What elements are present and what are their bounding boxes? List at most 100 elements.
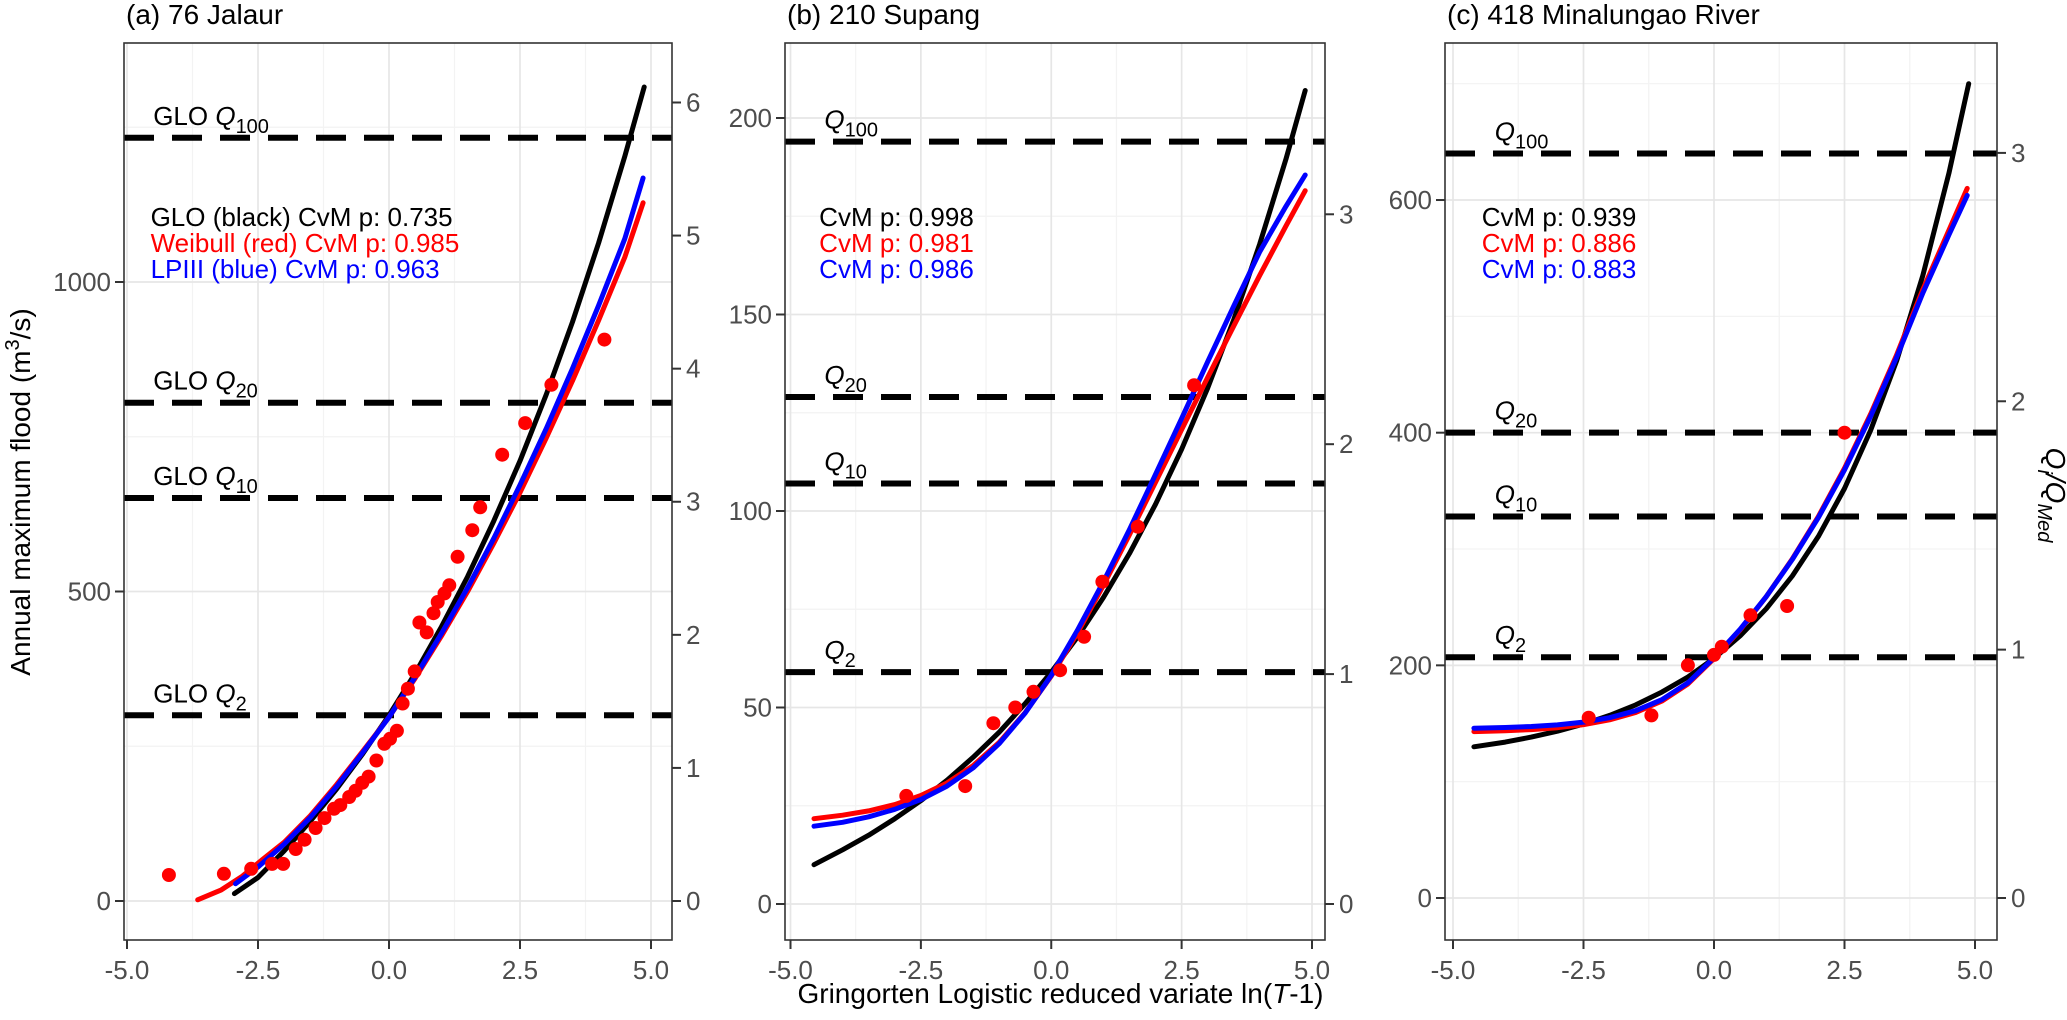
data-point — [216, 866, 231, 881]
panel-border — [1444, 42, 1998, 941]
data-point — [1644, 708, 1659, 723]
cvm-annotation: CvM p: 0.986 — [819, 254, 974, 284]
return-level-label-q100: Q100 — [824, 105, 878, 142]
data-point — [958, 779, 973, 794]
curve-glo — [231, 84, 647, 897]
ratio-tick-label: 1 — [686, 753, 700, 783]
data-point — [395, 696, 410, 711]
y-tick-label: 200 — [1389, 650, 1432, 680]
panel-title-c: (c) 418 Minalungao River — [1447, 0, 1760, 30]
data-point — [1053, 663, 1068, 678]
data-point — [407, 664, 422, 679]
return-level-label-q10: Q10 — [1495, 479, 1537, 516]
data-point — [473, 500, 488, 515]
cvm-annotation: Weibull (red) CvM p: 0.985 — [151, 228, 460, 258]
return-level-label-q100: Q100 — [1495, 116, 1549, 153]
data-point — [597, 332, 612, 347]
panel-background — [1445, 43, 1997, 940]
panel-title-b: (b) 210 Supang — [787, 0, 980, 30]
ratio-tick-label: 1 — [2011, 635, 2025, 665]
cvm-annotation: CvM p: 0.886 — [1482, 228, 1637, 258]
y-axis-title: Annual maximum flood (m3/s) — [2, 308, 36, 675]
data-point — [1026, 684, 1041, 699]
ratio-tick-label: 2 — [1339, 429, 1353, 459]
data-point — [899, 788, 914, 803]
x-tick-label: -2.5 — [1561, 955, 1606, 985]
ratio-tick-label: 3 — [2011, 138, 2025, 168]
x-tick-label: -2.5 — [236, 955, 281, 985]
cvm-annotation: CvM p: 0.998 — [819, 202, 974, 232]
ratio-tick-label: 2 — [686, 620, 700, 650]
x-tick-label: 5.0 — [1957, 955, 1993, 985]
panel-title-a: (a) 76 Jalaur — [126, 0, 283, 30]
x-axis-title: Gringorten Logistic reduced variate ln(T… — [797, 978, 1323, 1009]
x-tick-label: 5.0 — [633, 955, 669, 985]
data-point — [1130, 519, 1145, 534]
x-tick-label: 2.5 — [502, 955, 538, 985]
return-level-label-q20: GLO Q20 — [153, 366, 258, 403]
ratio-tick-label: 3 — [1339, 199, 1353, 229]
ratio-tick-label: 0 — [2011, 883, 2025, 913]
return-level-label-q10: GLO Q10 — [153, 461, 258, 498]
x-tick-label: -5.0 — [768, 955, 813, 985]
data-point — [288, 842, 303, 856]
x-tick-label: -2.5 — [898, 955, 943, 985]
ratio-tick-label: 5 — [686, 221, 700, 251]
data-point — [426, 606, 441, 621]
ratio-tick-label: 4 — [686, 354, 700, 384]
data-point — [986, 716, 1001, 731]
data-point — [244, 861, 259, 876]
return-level-label-q20: Q20 — [824, 360, 866, 397]
data-point — [1095, 574, 1110, 589]
data-point — [465, 523, 480, 538]
x-tick-label: 2.5 — [1164, 955, 1200, 985]
x-tick-label: 2.5 — [1826, 955, 1862, 985]
return-level-label-q2: Q2 — [824, 635, 855, 672]
y-tick-label: 50 — [743, 693, 772, 723]
data-point — [1581, 710, 1596, 725]
data-point — [161, 868, 176, 882]
ratio-tick-label: 1 — [1339, 659, 1353, 689]
data-point — [544, 377, 559, 392]
x-tick-label: 0.0 — [1696, 955, 1732, 985]
data-point — [518, 416, 533, 431]
data-point — [389, 723, 404, 738]
x-tick-label: 0.0 — [371, 955, 407, 985]
y-tick-label: 0 — [758, 889, 772, 919]
cvm-annotation: CvM p: 0.981 — [819, 228, 974, 258]
panel-a: GLO Q100 GLO Q20 GLO Q10 GLO Q2 GLO (black) … — [53, 0, 700, 985]
return-level-label-q10: Q10 — [824, 446, 866, 483]
cvm-annotation: GLO (black) CvM p: 0.735 — [151, 202, 453, 232]
x-tick-label: -5.0 — [105, 955, 150, 985]
x-tick-label: 5.0 — [1294, 955, 1330, 985]
cvm-annotation: CvM p: 0.883 — [1482, 254, 1637, 284]
return-level-label-q2: Q2 — [1495, 620, 1526, 657]
y-tick-label: 100 — [729, 496, 772, 526]
data-point — [1714, 639, 1729, 654]
data-point — [1680, 658, 1695, 673]
y-tick-label: 0 — [1418, 883, 1432, 913]
curve-lpiii — [811, 172, 1308, 829]
panel-border — [123, 42, 673, 941]
y-tick-label: 0 — [97, 886, 111, 916]
data-point — [495, 447, 510, 462]
ratio-tick-label: 6 — [686, 87, 700, 117]
data-point — [1008, 700, 1023, 715]
x-tick-label: 0.0 — [1033, 955, 1069, 985]
data-point — [276, 856, 291, 871]
cvm-annotation: CvM p: 0.939 — [1482, 202, 1637, 232]
ratio-tick-label: 0 — [686, 886, 700, 916]
data-point — [450, 549, 465, 564]
data-point — [265, 856, 280, 871]
curve-lpiii — [233, 175, 646, 887]
panel-border — [784, 42, 1326, 941]
data-point — [1187, 378, 1202, 393]
data-point — [1837, 425, 1852, 440]
data-point — [1743, 608, 1758, 623]
data-point — [308, 821, 323, 835]
ratio-tick-label: 2 — [2011, 386, 2025, 416]
